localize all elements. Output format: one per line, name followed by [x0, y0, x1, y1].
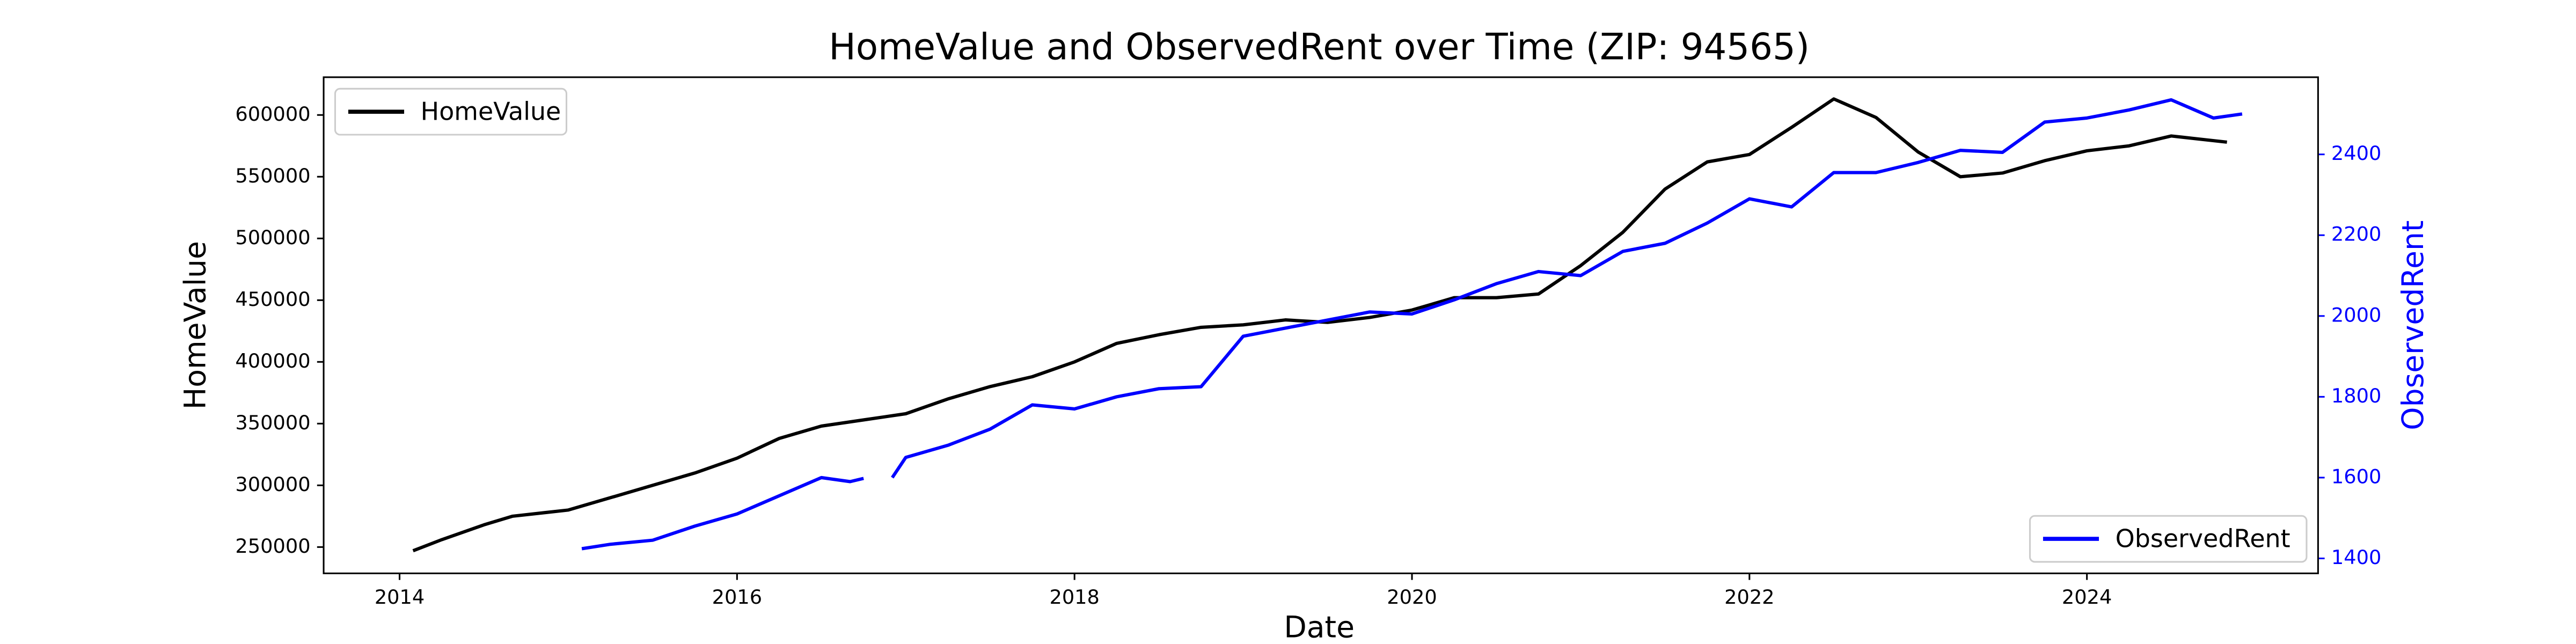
x-tick-label: 2018 [1049, 586, 1099, 609]
x-tick-label: 2020 [1387, 586, 1437, 609]
x-axis-label: Date [1284, 610, 1355, 644]
y-tick-label: 600000 [235, 103, 310, 126]
y-tick-label: 300000 [235, 473, 310, 496]
legend-label: HomeValue [421, 97, 561, 126]
legend-label: ObservedRent [2116, 524, 2290, 553]
y-tick-label: 250000 [235, 535, 310, 558]
y2-tick-label: 2200 [2331, 223, 2381, 246]
chart-title: HomeValue and ObservedRent over Time (ZI… [829, 25, 1810, 68]
y2-axis-label: ObservedRent [2396, 220, 2430, 430]
legend-box [334, 87, 568, 136]
y-tick-label: 550000 [235, 164, 310, 187]
y-tick-label: 450000 [235, 288, 310, 311]
y-tick-label: 500000 [235, 226, 310, 249]
x-tick-label: 2024 [2062, 586, 2112, 609]
y-tick-label: 350000 [235, 411, 310, 434]
line [412, 97, 2227, 553]
y2-tick-label: 1400 [2331, 546, 2381, 569]
line [581, 98, 2243, 551]
y2-tick-label: 2000 [2331, 303, 2381, 326]
x-tick-label: 2022 [1724, 586, 1774, 609]
plot-frame [323, 76, 2319, 574]
y2-tick-label: 2400 [2331, 142, 2381, 165]
y-tick-label: 400000 [235, 349, 310, 372]
y2-tick-label: 1600 [2331, 465, 2381, 488]
y2-tick-label: 1800 [2331, 384, 2381, 407]
x-tick-label: 2014 [375, 586, 425, 609]
y-axis-label: HomeValue [178, 241, 212, 409]
legend-box [2029, 515, 2308, 563]
x-tick-label: 2016 [712, 586, 762, 609]
